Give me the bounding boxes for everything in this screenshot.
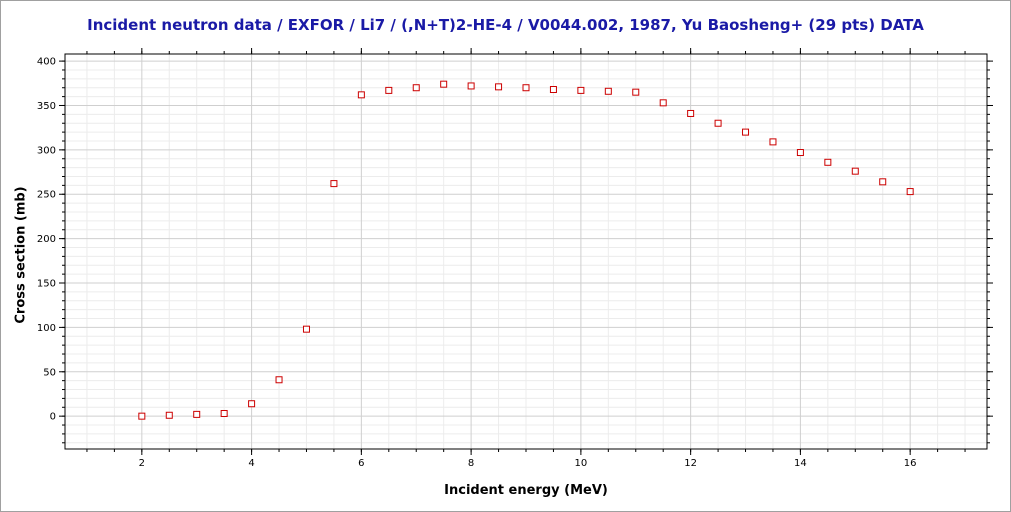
data-point [165, 411, 173, 419]
y-tick-label: 100 [37, 323, 56, 334]
data-point [220, 409, 228, 417]
x-tick-label: 4 [248, 458, 254, 469]
data-point [769, 138, 777, 146]
y-tick-label: 0 [50, 412, 56, 423]
data-point [248, 400, 256, 408]
y-tick-label: 50 [43, 367, 56, 378]
data-points [138, 80, 914, 420]
data-point [549, 86, 557, 94]
data-point [879, 178, 887, 186]
x-tick-label: 10 [575, 458, 588, 469]
tick-labels: 2 4 6 8 10 12 14 16 0 50 100 150 200 250 300 350 400 [37, 57, 917, 469]
data-point [577, 86, 585, 94]
y-tick-label: 400 [37, 57, 56, 68]
data-point [275, 376, 283, 384]
data-point [604, 87, 612, 95]
data-point [138, 412, 146, 420]
data-point [632, 88, 640, 96]
y-tick-label: 300 [37, 145, 56, 156]
y-tick-label: 350 [37, 101, 56, 112]
data-point [824, 158, 832, 166]
x-tick-label: 14 [794, 458, 807, 469]
data-point [796, 149, 804, 157]
axis-ticks [59, 48, 993, 455]
data-point [302, 325, 310, 333]
data-point [714, 119, 722, 127]
data-point [193, 410, 201, 418]
data-point [495, 83, 503, 91]
y-tick-label: 200 [37, 234, 56, 245]
data-point [412, 84, 420, 92]
data-point [659, 99, 667, 107]
data-point [522, 84, 530, 92]
x-tick-label: 8 [468, 458, 474, 469]
data-point [440, 80, 448, 88]
x-tick-label: 16 [904, 458, 917, 469]
data-point [357, 91, 365, 99]
x-tick-label: 2 [139, 458, 145, 469]
data-point [742, 128, 750, 136]
x-tick-label: 12 [684, 458, 697, 469]
x-tick-label: 6 [358, 458, 364, 469]
data-point [467, 82, 475, 90]
x-axis-label: Incident energy (MeV) [444, 483, 608, 498]
data-point [330, 180, 338, 188]
data-point [906, 188, 914, 196]
y-tick-label: 150 [37, 279, 56, 290]
y-tick-label: 250 [37, 190, 56, 201]
data-point [851, 167, 859, 175]
major-grid [65, 54, 987, 449]
data-point [385, 86, 393, 94]
minor-grid [65, 54, 987, 449]
data-point [687, 109, 695, 117]
chart-title: Incident neutron data / EXFOR / Li7 / (,… [87, 16, 924, 34]
